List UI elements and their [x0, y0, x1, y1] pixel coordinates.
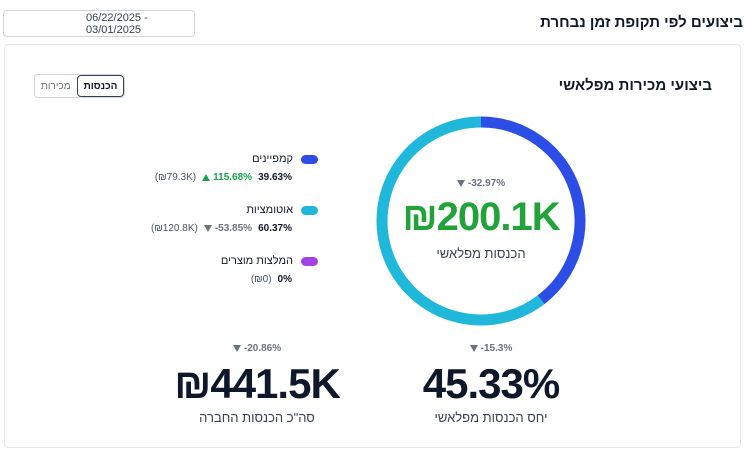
- stat-change: -15.3%: [391, 343, 591, 354]
- trend-down-icon: [232, 344, 241, 352]
- legend-change: 115.68%: [202, 172, 252, 183]
- legend-swatch-campaigns: [301, 154, 318, 164]
- donut-value: ₪200.1K: [402, 195, 560, 239]
- metric-toggle: מכירות הכנסות: [34, 74, 126, 98]
- legend-change: -53.85%: [203, 223, 252, 234]
- donut-label: הכנסות מפלאשי: [436, 246, 526, 261]
- page-title: ביצועים לפי תקופת זמן נבחרת: [540, 14, 743, 31]
- legend-swatch-product-recommendations: [301, 256, 318, 266]
- legend-item-product-recommendations: המלצות מוצרים (₪0) 0%: [138, 255, 318, 285]
- revenue-donut-chart: -32.97% ₪200.1K הכנסות מפלאשי: [375, 115, 587, 327]
- legend-swatch-automations: [301, 205, 318, 215]
- toggle-revenue[interactable]: הכנסות: [76, 75, 125, 97]
- donut-change: -32.97%: [375, 178, 587, 189]
- legend-amount: (₪79.3K): [154, 172, 197, 183]
- legend-label: המלצות מוצרים: [220, 255, 293, 267]
- legend-share: 60.37%: [258, 223, 292, 234]
- legend-item-automations: אוטומציות (₪120.8K) -53.85% 60.37%: [138, 204, 318, 234]
- donut-slice-0: [480, 116, 586, 305]
- trend-down-icon: [469, 344, 478, 352]
- legend-amount: (₪0): [250, 274, 272, 285]
- card-title: ביצועי מכירות מפלאשי: [558, 77, 712, 94]
- trend-down-icon: [203, 224, 212, 232]
- total-revenue-stat: -20.86% ₪441.5K סה"כ הכנסות החברה: [157, 343, 357, 425]
- legend-amount: (₪120.8K): [150, 223, 198, 234]
- revenue-ratio-stat: -15.3% 45.33% יחס הכנסות מפלאשי: [391, 343, 591, 425]
- sales-performance-card: ביצועי מכירות מפלאשי מכירות הכנסות קמפיי…: [4, 44, 741, 448]
- stat-value: 45.33%: [422, 360, 560, 407]
- stat-value: ₪441.5K: [174, 360, 341, 407]
- legend-label: קמפיינים: [252, 153, 293, 165]
- legend-share: 0%: [277, 274, 292, 285]
- donut-slice-1: [376, 116, 545, 326]
- legend-label: אוטומציות: [246, 204, 293, 216]
- date-range-picker[interactable]: 06/22/2025 - 03/01/2025: [3, 10, 195, 37]
- trend-down-icon: [456, 179, 465, 187]
- trend-up-icon: [202, 173, 211, 181]
- legend-item-campaigns: קמפיינים (₪79.3K) 115.68% 39.63%: [138, 153, 318, 183]
- legend-share: 39.63%: [258, 172, 292, 183]
- stat-change: -20.86%: [157, 343, 357, 354]
- stat-label: יחס הכנסות מפלאשי: [434, 410, 548, 425]
- stat-label: סה"כ הכנסות החברה: [199, 410, 315, 425]
- toggle-sales[interactable]: מכירות: [35, 75, 77, 97]
- donut-svg: [376, 116, 586, 326]
